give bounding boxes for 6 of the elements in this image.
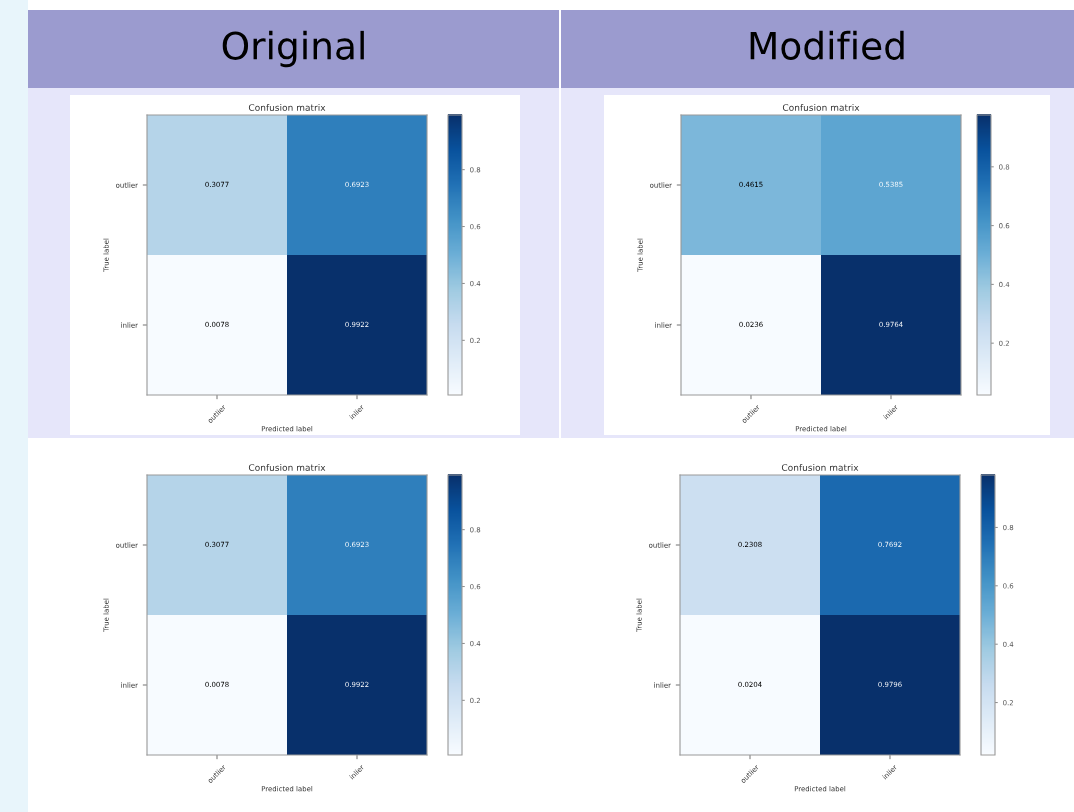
chart-title: Confusion matrix	[248, 103, 326, 111]
chart-title: Confusion matrix	[781, 463, 859, 471]
text: Modified	[750, 30, 904, 60]
chart-title: Confusion matrix	[782, 103, 860, 111]
chart-title: Confusion matrix	[248, 463, 326, 471]
text: Original	[222, 30, 364, 68]
